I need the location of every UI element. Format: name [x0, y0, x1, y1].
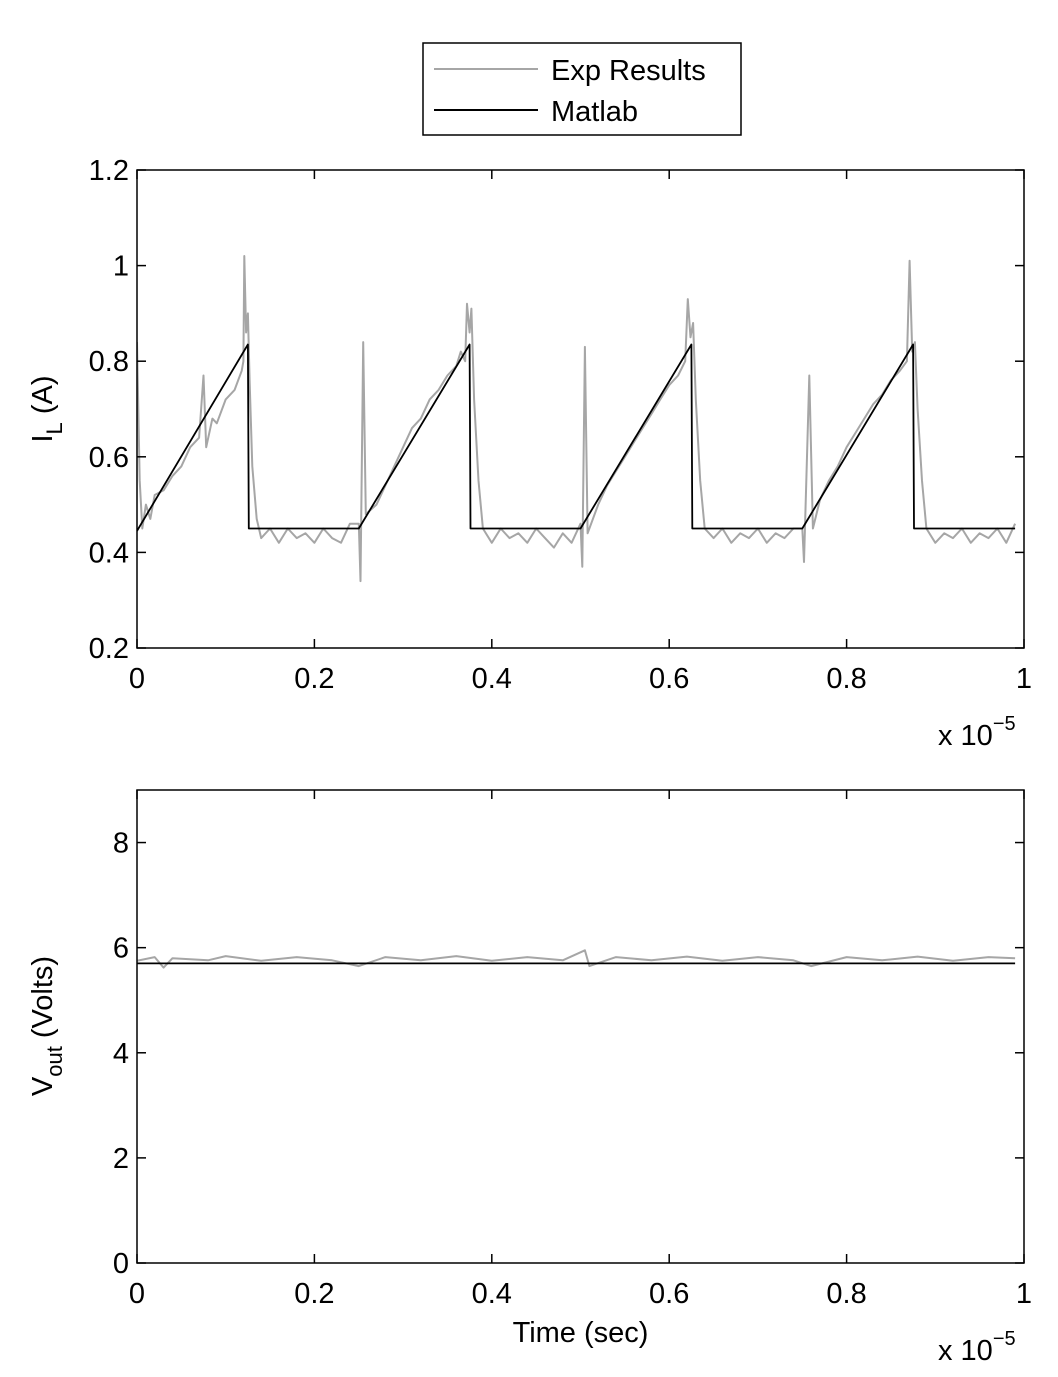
x-tick-label: 0.2 — [294, 1278, 334, 1310]
x-tick-label: 0.8 — [826, 663, 866, 695]
series-exp-results — [137, 255, 1017, 583]
x-axis-multiplier: x 10−5 — [938, 713, 1016, 752]
y-tick-label: 0.2 — [89, 633, 129, 665]
legend-label-exp: Exp Results — [551, 55, 706, 87]
y-tick-label: 0.4 — [89, 537, 129, 569]
y-label-rest: (Volts) — [27, 956, 59, 1046]
series-matlab — [137, 343, 1016, 532]
y-label-sub: out — [42, 1046, 67, 1077]
x-axis-label: Time (sec) — [513, 1317, 649, 1349]
y-axis-label: Vout (Volts) — [27, 956, 67, 1096]
y-label-main: I — [27, 434, 59, 442]
plot-1: 0 0.2 0.4 0.6 0.8 10.20.40.60.811.2IL (A)x 10… — [27, 155, 1032, 752]
legend-box — [422, 42, 742, 136]
x-axis-multiplier: x 10−5 — [938, 1328, 1016, 1367]
x-tick-label: 1 — [1016, 1278, 1032, 1310]
x-tick-label: 0.6 — [649, 1278, 689, 1310]
multiplier-base: x 10 — [938, 1335, 993, 1367]
y-tick-label: 0.6 — [89, 442, 129, 474]
y-tick-label: 0 — [113, 1248, 129, 1280]
x-tick-label: 1 — [1016, 663, 1032, 695]
y-tick-label: 4 — [113, 1038, 129, 1070]
x-tick-label: 0.4 — [472, 1278, 512, 1310]
multiplier-exponent: −5 — [993, 713, 1016, 735]
multiplier-base: x 10 — [938, 720, 993, 752]
y-tick-label: 0.8 — [89, 346, 129, 378]
y-tick-label: 1.2 — [89, 155, 129, 187]
y-tick-label: 2 — [113, 1143, 129, 1175]
x-tick-label: 0 — [129, 1278, 145, 1310]
y-tick-label: 6 — [113, 933, 129, 965]
y-tick-label: 1 — [113, 251, 129, 283]
series-exp-results — [137, 949, 1016, 969]
x-tick-label: 0 — [129, 663, 145, 695]
axes-box — [136, 169, 1025, 649]
plot-2: 0 0.2 0.4 0.6 0.8 1 0 2 4 6 8 Vout (Volts) Time (sec… — [27, 789, 1032, 1367]
y-axis-label: IL (A) — [27, 375, 67, 442]
x-tick-label: 0.4 — [472, 663, 512, 695]
x-tick-label: 0.2 — [294, 663, 334, 695]
legend-label-matlab: Matlab — [551, 96, 638, 128]
y-tick-label: 8 — [113, 828, 129, 860]
y-label-rest: (A) — [27, 375, 59, 422]
multiplier-exponent: −5 — [993, 1328, 1016, 1350]
x-tick-label: 0.6 — [649, 663, 689, 695]
y-label-main: V — [27, 1076, 59, 1096]
x-tick-label: 0.8 — [826, 1278, 866, 1310]
axes-box — [136, 789, 1025, 1264]
y-label-sub: L — [42, 422, 67, 434]
legend: Exp Results Matlab — [422, 42, 742, 136]
